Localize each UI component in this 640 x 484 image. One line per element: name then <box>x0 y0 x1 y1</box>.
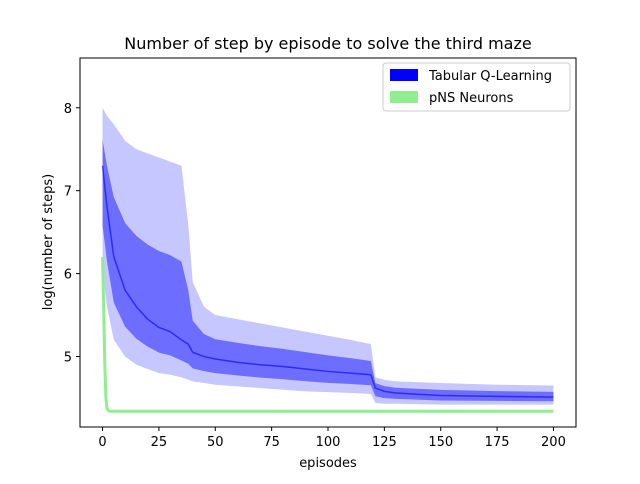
x-axis: 0 25 50 75 100 125 150 175 200 <box>98 427 566 450</box>
y-tick-label: 7 <box>64 185 72 200</box>
plot-area <box>101 107 554 413</box>
y-tick-label: 5 <box>64 351 72 366</box>
y-axis: 5 6 7 8 <box>64 102 80 366</box>
y-axis-label: log(number of steps) <box>41 174 56 310</box>
legend: Tabular Q-Learning pNS Neurons <box>382 62 571 112</box>
legend-label-q-learning: Tabular Q-Learning <box>428 69 552 84</box>
q-learning-band <box>102 107 554 405</box>
legend-label-pns: pNS Neurons <box>429 91 514 106</box>
x-tick-label: 150 <box>428 435 453 450</box>
x-tick-label: 0 <box>98 435 106 450</box>
legend-box <box>382 62 571 112</box>
pns-line <box>101 256 554 413</box>
x-tick-label: 175 <box>485 435 510 450</box>
x-tick-label: 125 <box>372 435 397 450</box>
legend-swatch-pns <box>390 91 418 103</box>
q-learning-median-line <box>101 165 554 398</box>
x-tick-label: 200 <box>541 435 566 450</box>
x-tick-label: 25 <box>151 435 168 450</box>
chart-title: Number of step by episode to solve the t… <box>124 34 531 53</box>
x-axis-label: episodes <box>299 456 357 471</box>
legend-swatch-q-learning <box>390 69 418 81</box>
x-tick-label: 50 <box>207 435 224 450</box>
x-tick-label: 75 <box>263 435 280 450</box>
x-tick-label: 100 <box>316 435 341 450</box>
y-tick-label: 6 <box>64 268 72 283</box>
y-tick-label: 8 <box>64 102 72 117</box>
